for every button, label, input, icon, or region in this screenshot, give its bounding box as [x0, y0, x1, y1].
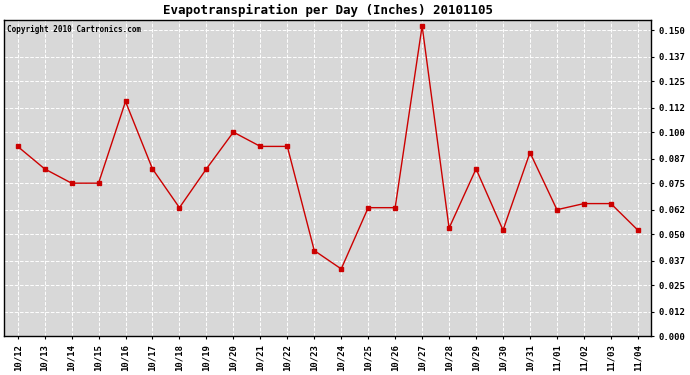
Text: Copyright 2010 Cartronics.com: Copyright 2010 Cartronics.com: [8, 24, 141, 33]
Title: Evapotranspiration per Day (Inches) 20101105: Evapotranspiration per Day (Inches) 2010…: [163, 4, 493, 17]
